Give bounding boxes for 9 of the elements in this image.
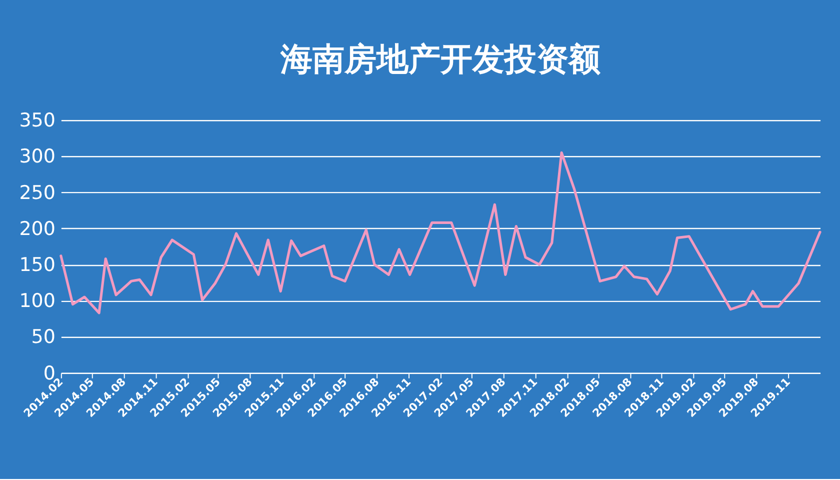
y-tick-label: 250 [19,182,56,204]
y-tick-label: 200 [19,218,56,240]
y-tick-label: 50 [31,326,56,348]
y-tick-label: 350 [19,110,56,132]
y-tick-label: 100 [19,290,56,312]
y-tick-label: 300 [19,146,56,168]
line-series [60,151,822,314]
y-tick-label: 150 [19,254,56,276]
chart-title: 海南房地产开发投资额 [279,40,600,78]
